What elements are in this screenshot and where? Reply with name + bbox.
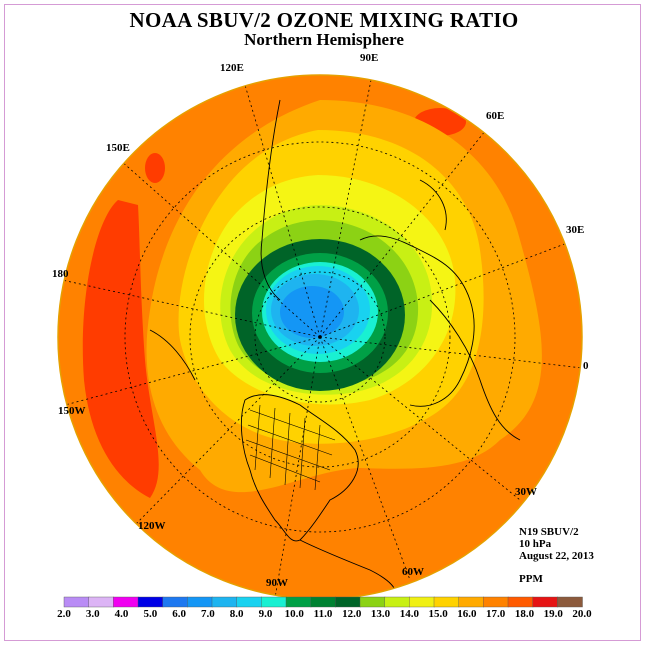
lon-label-150e: 150E (106, 142, 130, 154)
lon-label-120e: 120E (220, 62, 244, 74)
legend-tick-label: 11.0 (313, 608, 333, 620)
legend-swatch (335, 596, 361, 608)
latitude-circles (124, 141, 516, 533)
legend-tick-label: 10.0 (284, 608, 304, 620)
chart-subtitle: Northern Hemisphere (244, 30, 404, 49)
legend-swatch (285, 596, 312, 608)
legend-swatch (211, 596, 238, 608)
ozone-band-6 (280, 286, 344, 338)
legend-tick-label: 3.0 (85, 608, 100, 620)
legend-swatch (359, 596, 386, 608)
plot-frame (4, 4, 641, 641)
legend-tick-label: 19.0 (543, 608, 563, 620)
legend-swatch (63, 596, 90, 608)
legend-tick-label: 8.0 (229, 608, 244, 620)
legend-swatch (557, 596, 583, 608)
chart-title: NOAA SBUV/2 OZONE MIXING RATIO (129, 8, 519, 32)
us-states-grid (245, 404, 336, 491)
legend-swatch (162, 596, 189, 608)
legend-swatch (532, 596, 559, 608)
pressure-level-label: 10 hPa (519, 538, 552, 550)
legend-tick-label: 7.0 (201, 608, 215, 620)
ozone-band-19-north (145, 153, 165, 183)
legend-swatch (261, 596, 287, 608)
legend-swatch (137, 596, 164, 608)
legend-tick-label: 4.0 (114, 608, 129, 620)
legend-tick-label: 15.0 (428, 608, 448, 620)
units-label: PPM (519, 573, 543, 585)
lon-label-120w: 120W (138, 520, 166, 532)
lon-label-90e: 90E (360, 52, 379, 64)
legend-swatch (113, 596, 139, 608)
ozone-band-19-west (82, 200, 159, 498)
legend-tick-label: 6.0 (172, 608, 186, 620)
lon-label-180: 180 (52, 268, 69, 280)
legend-tick-label: 20.0 (572, 608, 592, 620)
legend-swatch (310, 596, 337, 608)
lon-label-60w: 60W (402, 566, 424, 578)
lon-label-150w: 150W (58, 405, 86, 417)
legend-tick-label: 5.0 (143, 608, 158, 620)
lon-label-60e: 60E (486, 110, 505, 122)
legend-swatch (507, 596, 534, 608)
legend-swatch (236, 596, 263, 608)
legend-swatch (458, 596, 485, 608)
legend-swatch (384, 596, 411, 608)
lon-label-30e: 30E (566, 224, 585, 236)
legend-swatch (88, 596, 115, 608)
lon-label-0: 0 (583, 360, 589, 372)
lon-label-90w: 90W (266, 577, 288, 589)
legend-swatch (483, 596, 509, 608)
lon-label-30w: 30W (515, 486, 537, 498)
legend-tick-label: 14.0 (399, 608, 419, 620)
legend-swatch (433, 596, 460, 608)
legend-tick-label: 17.0 (486, 608, 506, 620)
legend-tick-label: 12.0 (342, 608, 362, 620)
legend-tick-label: 2.0 (57, 608, 71, 620)
legend-swatch (409, 596, 435, 608)
coastlines (149, 99, 521, 599)
legend-tick-label: 9.0 (258, 608, 273, 620)
legend-tick-label: 16.0 (457, 608, 477, 620)
legend-tick-label: 18.0 (514, 608, 535, 620)
meridians (61, 75, 582, 599)
legend-swatch (187, 596, 213, 608)
satellite-label: N19 SBUV/2 (519, 526, 579, 538)
legend-tick-label: 13.0 (370, 608, 391, 620)
date-label: August 22, 2013 (519, 550, 594, 562)
